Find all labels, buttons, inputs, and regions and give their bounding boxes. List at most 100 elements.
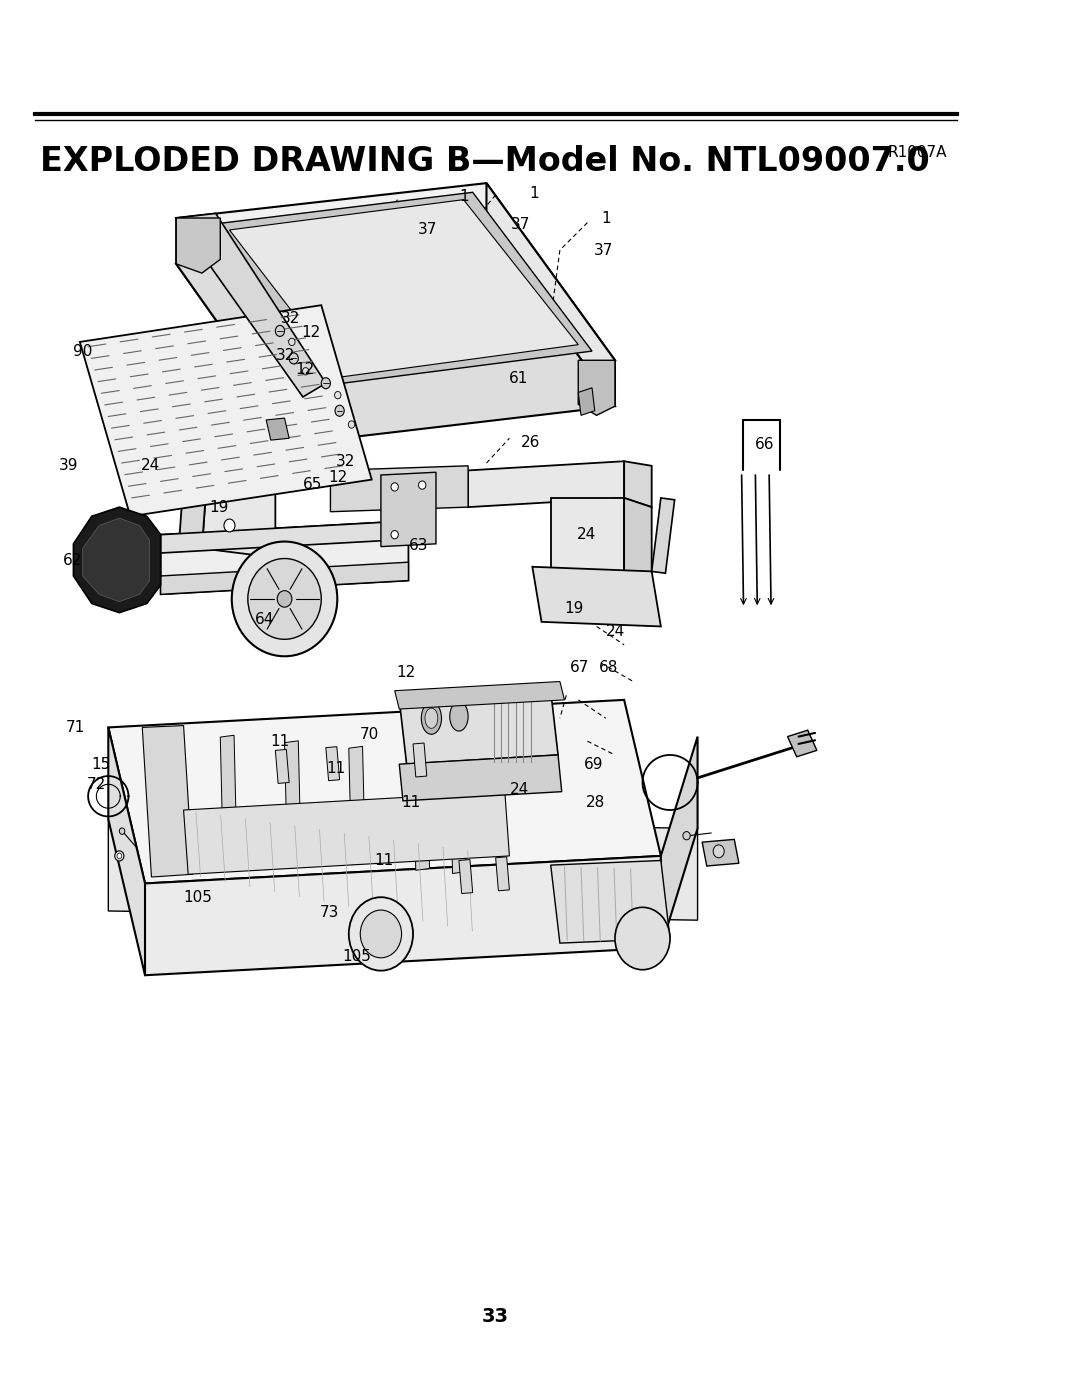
Polygon shape — [82, 518, 150, 602]
Text: 11: 11 — [401, 795, 420, 810]
Polygon shape — [202, 485, 275, 557]
Ellipse shape — [361, 909, 402, 958]
Text: 24: 24 — [577, 527, 596, 542]
Ellipse shape — [449, 701, 468, 731]
Polygon shape — [459, 859, 473, 894]
Ellipse shape — [289, 353, 298, 365]
Polygon shape — [468, 461, 624, 507]
Polygon shape — [551, 861, 670, 943]
Polygon shape — [578, 360, 615, 415]
Text: 24: 24 — [140, 458, 160, 474]
Polygon shape — [161, 521, 408, 553]
Polygon shape — [145, 856, 661, 975]
Ellipse shape — [247, 559, 321, 640]
Polygon shape — [176, 183, 615, 397]
Text: 26: 26 — [522, 436, 541, 450]
Text: 71: 71 — [66, 719, 85, 735]
Text: 105: 105 — [342, 950, 372, 964]
Polygon shape — [80, 305, 372, 517]
Polygon shape — [486, 183, 615, 407]
Ellipse shape — [683, 831, 690, 840]
Text: 68: 68 — [598, 661, 618, 675]
Polygon shape — [266, 418, 289, 440]
Ellipse shape — [224, 520, 235, 532]
Ellipse shape — [275, 326, 284, 337]
Polygon shape — [176, 218, 302, 443]
Ellipse shape — [114, 851, 124, 861]
Polygon shape — [176, 218, 220, 272]
Polygon shape — [449, 756, 467, 873]
Polygon shape — [330, 465, 468, 511]
Ellipse shape — [615, 907, 670, 970]
Polygon shape — [661, 736, 698, 947]
Polygon shape — [179, 479, 206, 549]
Polygon shape — [413, 743, 427, 777]
Text: 28: 28 — [585, 795, 605, 810]
Text: 19: 19 — [565, 601, 584, 616]
Ellipse shape — [321, 377, 330, 388]
Ellipse shape — [119, 828, 125, 834]
Polygon shape — [400, 754, 562, 800]
Text: 24: 24 — [510, 782, 529, 798]
Ellipse shape — [391, 483, 399, 492]
Text: 37: 37 — [511, 217, 529, 232]
Polygon shape — [229, 200, 578, 377]
Ellipse shape — [302, 367, 309, 374]
Polygon shape — [108, 700, 661, 883]
Polygon shape — [651, 497, 675, 573]
Text: 105: 105 — [184, 890, 213, 905]
Text: 12: 12 — [328, 471, 348, 485]
Ellipse shape — [232, 542, 337, 657]
Polygon shape — [551, 497, 624, 571]
Polygon shape — [161, 562, 408, 594]
Polygon shape — [176, 229, 615, 443]
Text: 63: 63 — [408, 538, 428, 553]
Text: 15: 15 — [92, 757, 111, 771]
Text: 73: 73 — [320, 905, 339, 921]
Text: 66: 66 — [755, 437, 774, 453]
Text: 19: 19 — [210, 500, 229, 514]
Text: 1: 1 — [602, 211, 611, 225]
Text: 69: 69 — [584, 757, 604, 771]
Ellipse shape — [713, 845, 725, 858]
Polygon shape — [400, 690, 558, 764]
Polygon shape — [624, 497, 651, 576]
Text: 11: 11 — [326, 761, 346, 777]
Polygon shape — [394, 682, 565, 710]
Polygon shape — [284, 740, 301, 859]
Text: 67: 67 — [570, 661, 590, 675]
Ellipse shape — [349, 897, 413, 971]
Polygon shape — [532, 567, 661, 626]
Polygon shape — [578, 388, 595, 415]
Ellipse shape — [349, 420, 354, 429]
Polygon shape — [108, 728, 145, 975]
Ellipse shape — [288, 338, 295, 345]
Text: EXPLODED DRAWING B—Model No. NTL09007.0: EXPLODED DRAWING B—Model No. NTL09007.0 — [40, 144, 930, 177]
Text: 32: 32 — [336, 454, 355, 469]
Ellipse shape — [117, 854, 122, 859]
Polygon shape — [184, 792, 510, 875]
Ellipse shape — [419, 481, 426, 489]
Text: 12: 12 — [301, 326, 321, 341]
Text: R1007A: R1007A — [887, 144, 947, 159]
Polygon shape — [496, 856, 510, 891]
Ellipse shape — [335, 391, 341, 398]
Polygon shape — [624, 461, 651, 507]
Text: 64: 64 — [255, 612, 274, 627]
Polygon shape — [220, 735, 237, 854]
Polygon shape — [275, 749, 289, 784]
Polygon shape — [381, 472, 436, 546]
Polygon shape — [211, 193, 592, 386]
Text: 12: 12 — [296, 362, 314, 377]
Polygon shape — [787, 731, 816, 757]
Ellipse shape — [424, 708, 437, 728]
Text: 62: 62 — [63, 553, 82, 567]
Text: 37: 37 — [594, 243, 613, 257]
Text: 11: 11 — [375, 854, 394, 868]
Ellipse shape — [335, 405, 345, 416]
Polygon shape — [349, 746, 365, 865]
Text: 90: 90 — [73, 344, 93, 359]
Text: 65: 65 — [302, 476, 322, 492]
Text: 1: 1 — [459, 190, 469, 204]
Polygon shape — [413, 752, 430, 870]
